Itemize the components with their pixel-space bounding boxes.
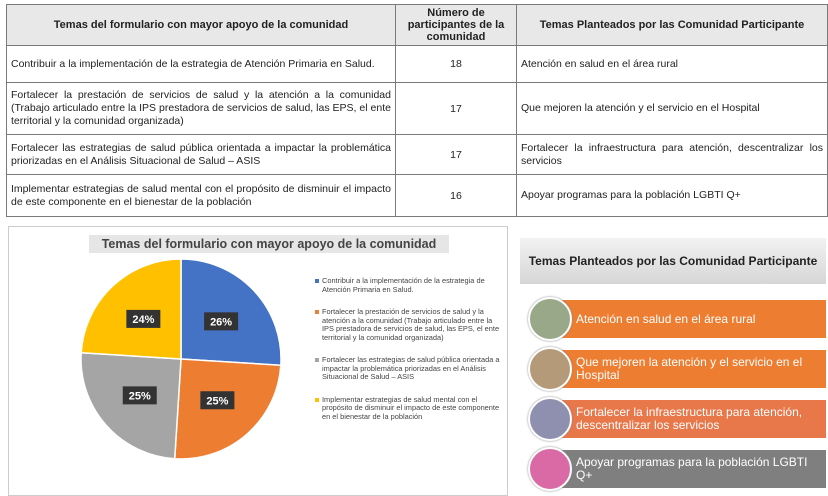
table-cell: 17: [396, 83, 517, 135]
table-cell: Atención en salud en el área rural: [517, 46, 828, 83]
item-bar: Fortalecer la infraestructura para atenc…: [562, 400, 826, 438]
legend-entry: Fortalecer las estrategias de salud públ…: [315, 356, 505, 382]
legend-entry: Contribuir a la implementación de la est…: [315, 277, 505, 294]
table-cell: Fortalecer las estrategias de salud públ…: [7, 135, 396, 175]
item-bar: Que mejoren la atención y el servicio en…: [562, 350, 826, 388]
legend-marker: [315, 310, 319, 314]
table-row: Implementar estrategias de salud mental …: [7, 175, 828, 217]
legend-entry: Implementar estrategias de salud mental …: [315, 396, 505, 422]
table-cell: 17: [396, 135, 517, 175]
item-bar: Apoyar programas para la población LGBTI…: [562, 450, 826, 488]
table-cell: Implementar estrategias de salud mental …: [7, 175, 396, 217]
data-label: 26%: [210, 316, 232, 328]
legend-marker: [315, 279, 319, 283]
legend-entry: Fortalecer la prestación de servicios de…: [315, 308, 505, 342]
pie-chart: 26% 25% 25% 24%: [9, 227, 309, 495]
table-cell: Contribuir a la implementación de la est…: [7, 46, 396, 83]
table-row: Contribuir a la implementación de la est…: [7, 46, 828, 83]
table-body: Contribuir a la implementación de la est…: [7, 46, 828, 217]
summary-table: Temas del formulario con mayor apoyo de …: [6, 4, 828, 217]
header-cell: Temas Planteados por las Comunidad Parti…: [517, 5, 828, 46]
pie-slice: [81, 353, 181, 459]
table-row: Fortalecer las estrategias de salud públ…: [7, 135, 828, 175]
data-label: 25%: [129, 390, 151, 402]
pie-slice: [181, 259, 281, 365]
item-photo: [528, 297, 572, 341]
chart-box: Temas del formulario con mayor apoyo de …: [8, 226, 508, 496]
table-cell: Fortalecer la infraestructura para atenc…: [517, 135, 828, 175]
item-photo: [528, 347, 572, 391]
header-cell: Temas del formulario con mayor apoyo de …: [7, 5, 396, 46]
page: Temas del formulario con mayor apoyo de …: [0, 0, 828, 496]
data-label: 25%: [206, 395, 228, 407]
legend-text: Implementar estrategias de salud mental …: [322, 395, 499, 421]
legend-text: Fortalecer la prestación de servicios de…: [322, 307, 499, 342]
panel-title: Temas Planteados por las Comunidad Parti…: [520, 238, 826, 284]
pie-slice: [81, 259, 181, 359]
table-cell: Fortalecer la prestación de servicios de…: [7, 83, 396, 135]
legend-marker: [315, 358, 319, 362]
item-photo: [528, 447, 572, 491]
legend: Contribuir a la implementación de la est…: [315, 277, 505, 435]
legend-marker: [315, 398, 319, 402]
header-cell: Número de participantes de la comunidad: [396, 5, 517, 46]
table-cell: 16: [396, 175, 517, 217]
item-bar: Atención en salud en el área rural: [562, 300, 826, 338]
legend-text: Fortalecer las estrategias de salud públ…: [322, 355, 499, 381]
table-row: Fortalecer la prestación de servicios de…: [7, 83, 828, 135]
legend-text: Contribuir a la implementación de la est…: [322, 276, 485, 294]
table-cell: 18: [396, 46, 517, 83]
table-cell: Que mejoren la atención y el servicio en…: [517, 83, 828, 135]
data-label: 24%: [132, 314, 154, 326]
table-cell: Apoyar programas para la población LGBTI…: [517, 175, 828, 217]
header-row: Temas del formulario con mayor apoyo de …: [7, 5, 828, 46]
item-photo: [528, 397, 572, 441]
